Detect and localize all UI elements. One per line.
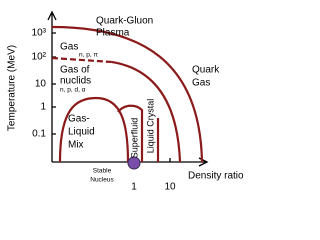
region-label: Quark	[192, 65, 220, 76]
region-sublabel: n, p, π	[79, 52, 98, 59]
y-tick-label: 10³	[32, 28, 47, 39]
mix-boundary	[58, 96, 130, 163]
axes	[47, 10, 209, 167]
phase-diagram: Temperature (MeV) 10³ 10² 10 1 0.1 1 10 …	[7, 10, 244, 193]
gas-boundary	[111, 60, 182, 163]
region-label: nuclids	[60, 76, 91, 87]
x-tick-label: 1	[131, 182, 137, 193]
region-label: Liquid Crystal	[145, 99, 155, 154]
marker-label: Stable	[93, 168, 112, 175]
region-label: Liquid	[68, 127, 95, 138]
region-label: Mix	[68, 140, 84, 151]
gas-boundary-dashed	[51, 56, 113, 64]
y-tick-label: 10²	[32, 52, 47, 63]
tick-marks	[52, 32, 171, 162]
x-axis-label: Density ratio	[188, 171, 244, 182]
x-tick-label: 10	[164, 182, 176, 193]
y-tick-label: 1	[40, 102, 46, 113]
marker-label: Nucleus	[90, 177, 114, 184]
region-sublabel: n, p, d, α	[60, 87, 86, 94]
region-label: Gas	[192, 78, 210, 89]
qgp-boundary	[51, 25, 204, 163]
region-label: Gas of	[60, 65, 90, 76]
y-tick-label: 10	[35, 79, 47, 90]
axis-lines	[47, 10, 209, 167]
y-tick-label: 0.1	[32, 129, 46, 140]
region-label: Gas	[60, 42, 78, 53]
region-label: Quark-Gluon	[96, 16, 153, 27]
region-label: Superfluid	[129, 118, 139, 159]
superfluid-boundary	[117, 104, 144, 162]
region-label: Plasma	[96, 28, 130, 39]
y-axis-label: Temperature (MeV)	[7, 45, 18, 131]
stable-nucleus-marker	[127, 156, 141, 170]
region-label: Gas-	[68, 114, 90, 125]
